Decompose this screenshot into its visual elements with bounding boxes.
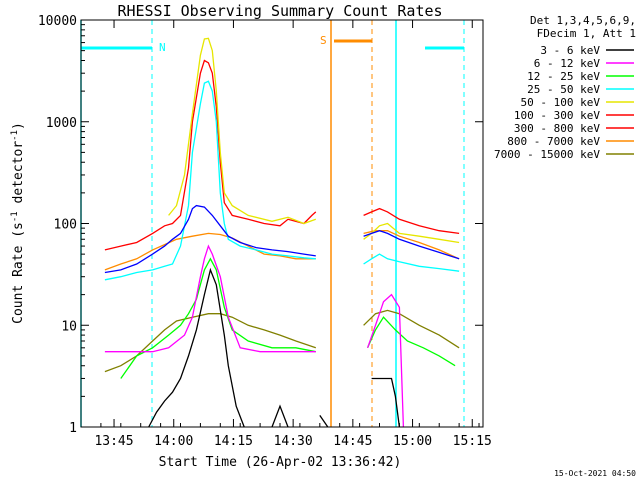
series-7000-15000-kev	[104, 309, 460, 373]
series-25-50-kev	[104, 80, 460, 281]
night-flag-label: N	[159, 41, 166, 54]
legend-label-50-100-kev: 50 - 100 keV	[521, 96, 601, 109]
x-tick-label: 14:45	[333, 434, 372, 449]
chart-title: RHESSI Observing Summary Count Rates	[117, 2, 442, 20]
legend: Det 1,3,4,5,6,9, FDecim 1, Att 1 3 - 6 k…	[494, 14, 636, 161]
legend-header-line-1: Det 1,3,4,5,6,9,	[530, 14, 636, 27]
series-6-12-kev	[104, 244, 405, 428]
legend-label-7000-15000-kev: 7000 - 15000 keV	[494, 148, 600, 161]
x-tick-label: 14:00	[154, 434, 193, 449]
y-tick-label: 10	[61, 319, 77, 334]
y-tick-label: 100	[54, 218, 77, 233]
saa-flag-label: S	[320, 34, 327, 47]
y-tick-label: 10000	[38, 14, 77, 29]
series-3-6-kev	[148, 267, 401, 428]
x-tick-label: 14:30	[274, 434, 313, 449]
series-blue	[104, 204, 460, 274]
x-axis-label: Start Time (26-Apr-02 13:36:42)	[159, 455, 402, 470]
timestamp: 15-Oct-2021 04:50	[554, 469, 636, 478]
legend-label-12-25-kev: 12 - 25 keV	[527, 70, 600, 83]
legend-label-300-800-kev: 300 - 800 keV	[514, 122, 600, 135]
x-tick-label: 15:00	[393, 434, 432, 449]
series-100-300-kev	[104, 59, 460, 251]
series-12-25-kev	[120, 257, 456, 379]
y-tick-label: 1000	[46, 116, 77, 131]
legend-label-6-12-kev: 6 - 12 keV	[534, 57, 601, 70]
x-tick-label: 15:15	[453, 434, 492, 449]
x-tick-label: 13:45	[94, 434, 133, 449]
series-layer	[104, 37, 460, 428]
legend-label-800-7000-kev: 800 - 7000 keV	[507, 135, 600, 148]
legend-label-3-6-kev: 3 - 6 keV	[540, 44, 600, 57]
ticks-layer: 13:45 14:00 14:15 14:30 14:45 15:00 15:15 1 10 10…	[38, 14, 492, 449]
legend-label-100-300-kev: 100 - 300 keV	[514, 109, 600, 122]
series-50-100-kev	[168, 37, 460, 244]
mode-overlays: N S	[80, 20, 465, 427]
y-axis-label: Count Rate (s-1 detector-1)	[10, 122, 26, 324]
y-tick-label: 1	[69, 421, 77, 436]
series-800-7000-kev	[104, 230, 460, 271]
legend-label-25-50-kev: 25 - 50 keV	[527, 83, 600, 96]
legend-header-line-2: FDecim 1, Att 1	[537, 27, 636, 40]
x-tick-label: 14:15	[214, 434, 253, 449]
